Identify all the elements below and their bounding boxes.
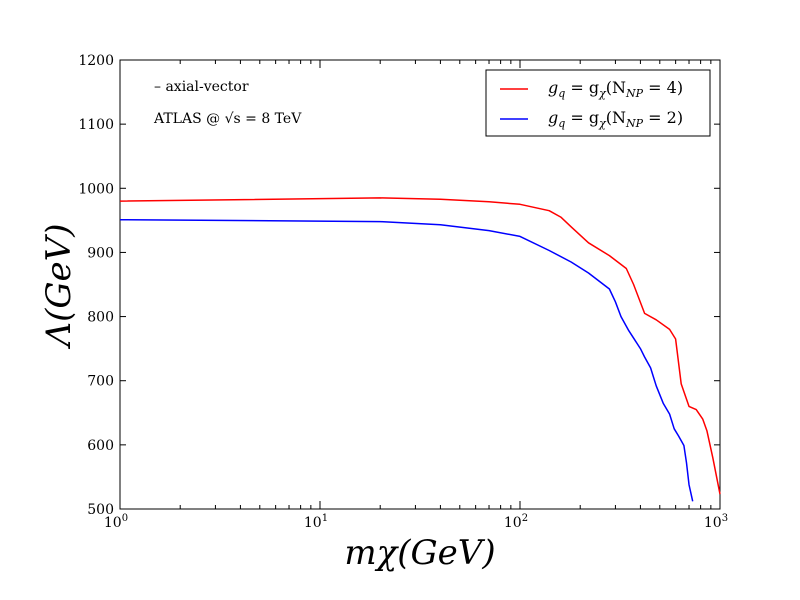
legend-label-red: gq = gχ(NNP = 4) bbox=[548, 78, 683, 100]
axis-tick-labels: 500 600 700 800 900 1000 1100 1200 100 101 102 103 bbox=[78, 53, 728, 531]
series-lines bbox=[119, 197, 721, 502]
annotation-atlas: ATLAS @ √s = 8 TeV bbox=[153, 111, 302, 127]
x-tick-label: 103 bbox=[704, 513, 728, 531]
x-axis-title: mχ(GeV) bbox=[344, 533, 495, 573]
annotation-axial-vector: – axial-vector bbox=[154, 79, 249, 95]
legend: gq = gχ(NNP = 4) gq = gχ(NNP = 2) bbox=[485, 69, 711, 137]
y-tick-label: 1200 bbox=[78, 53, 114, 69]
y-tick-label: 500 bbox=[87, 502, 114, 518]
y-tick-label: 900 bbox=[87, 245, 114, 261]
y-axis-title: Λ(GeV) bbox=[39, 224, 79, 350]
y-tick-label: 700 bbox=[87, 374, 114, 390]
x-tick-label: 102 bbox=[504, 513, 528, 531]
legend-label-blue: gq = gχ(NNP = 2) bbox=[548, 108, 683, 130]
y-tick-label: 1100 bbox=[78, 117, 114, 133]
y-tick-label: 600 bbox=[87, 438, 114, 454]
y-tick-label: 800 bbox=[87, 310, 114, 326]
y-tick-label: 1000 bbox=[78, 181, 114, 197]
axis-ticks bbox=[119, 59, 721, 510]
series-line-red bbox=[119, 197, 721, 495]
legend-box bbox=[485, 69, 711, 137]
series-line-blue bbox=[119, 218, 694, 502]
x-tick-label: 100 bbox=[104, 513, 128, 531]
x-tick-label: 101 bbox=[304, 513, 328, 531]
